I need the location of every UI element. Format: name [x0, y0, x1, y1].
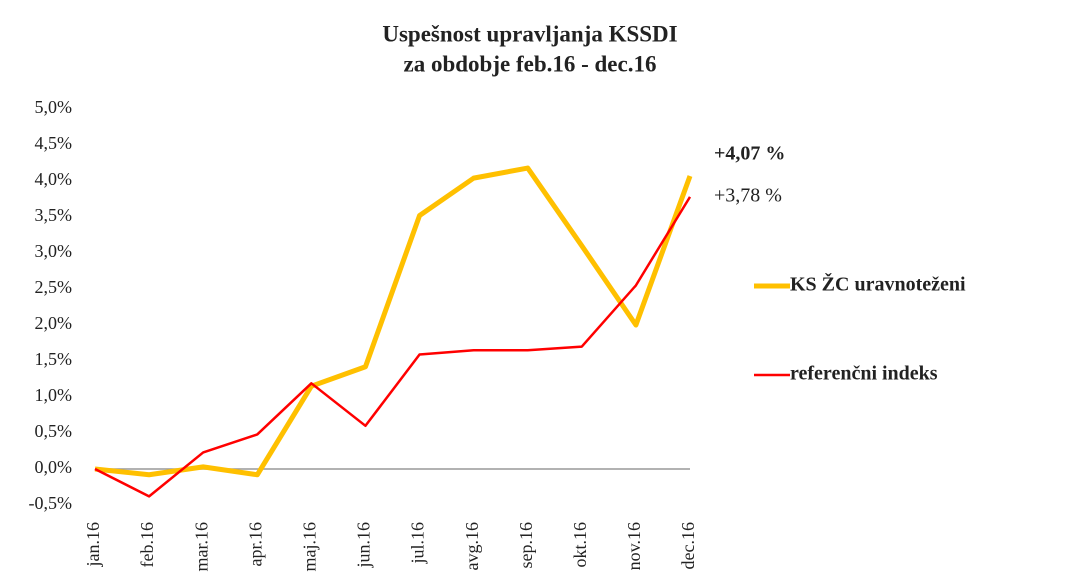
- y-tick-label: 0,5%: [35, 421, 73, 441]
- x-tick-label: jun.16: [354, 522, 374, 569]
- x-tick-label: maj.16: [299, 522, 319, 572]
- series-line: [94, 196, 692, 498]
- x-tick-label: nov.16: [624, 522, 644, 570]
- x-tick-label: jan.16: [83, 522, 103, 568]
- annotation: +4,07 %: [714, 143, 785, 165]
- legend-label: KS ŽC uravnoteženi: [790, 272, 966, 296]
- annotation: +3,78 %: [714, 185, 782, 207]
- chart-subtitle: za obdobje feb.16 - dec.16: [404, 51, 657, 76]
- x-tick-label: feb.16: [137, 522, 157, 567]
- x-tick-label: avg.16: [462, 522, 482, 571]
- legend-label: referenčni indeks: [790, 363, 938, 385]
- x-tick-label: apr.16: [245, 522, 265, 567]
- y-tick-label: 5,0%: [35, 97, 73, 117]
- x-tick-label: sep.16: [516, 522, 536, 569]
- y-tick-label: 1,0%: [35, 385, 73, 405]
- y-tick-label: -0,5%: [29, 493, 73, 513]
- y-tick-label: 3,0%: [35, 241, 73, 261]
- x-tick-label: jul.16: [408, 522, 428, 565]
- x-tick-label: mar.16: [191, 522, 211, 572]
- x-tick-label: okt.16: [570, 522, 590, 568]
- y-tick-label: 3,5%: [35, 205, 73, 225]
- y-tick-label: 4,5%: [35, 133, 73, 153]
- y-tick-label: 1,5%: [35, 349, 73, 369]
- y-tick-label: 2,0%: [35, 313, 73, 333]
- chart-title: Uspešnost upravljanja KSSDI: [382, 21, 677, 46]
- y-tick-label: 4,0%: [35, 169, 73, 189]
- y-tick-label: 2,5%: [35, 277, 73, 297]
- series-line: [94, 165, 693, 478]
- y-tick-label: 0,0%: [35, 457, 73, 477]
- x-tick-label: dec.16: [678, 522, 698, 569]
